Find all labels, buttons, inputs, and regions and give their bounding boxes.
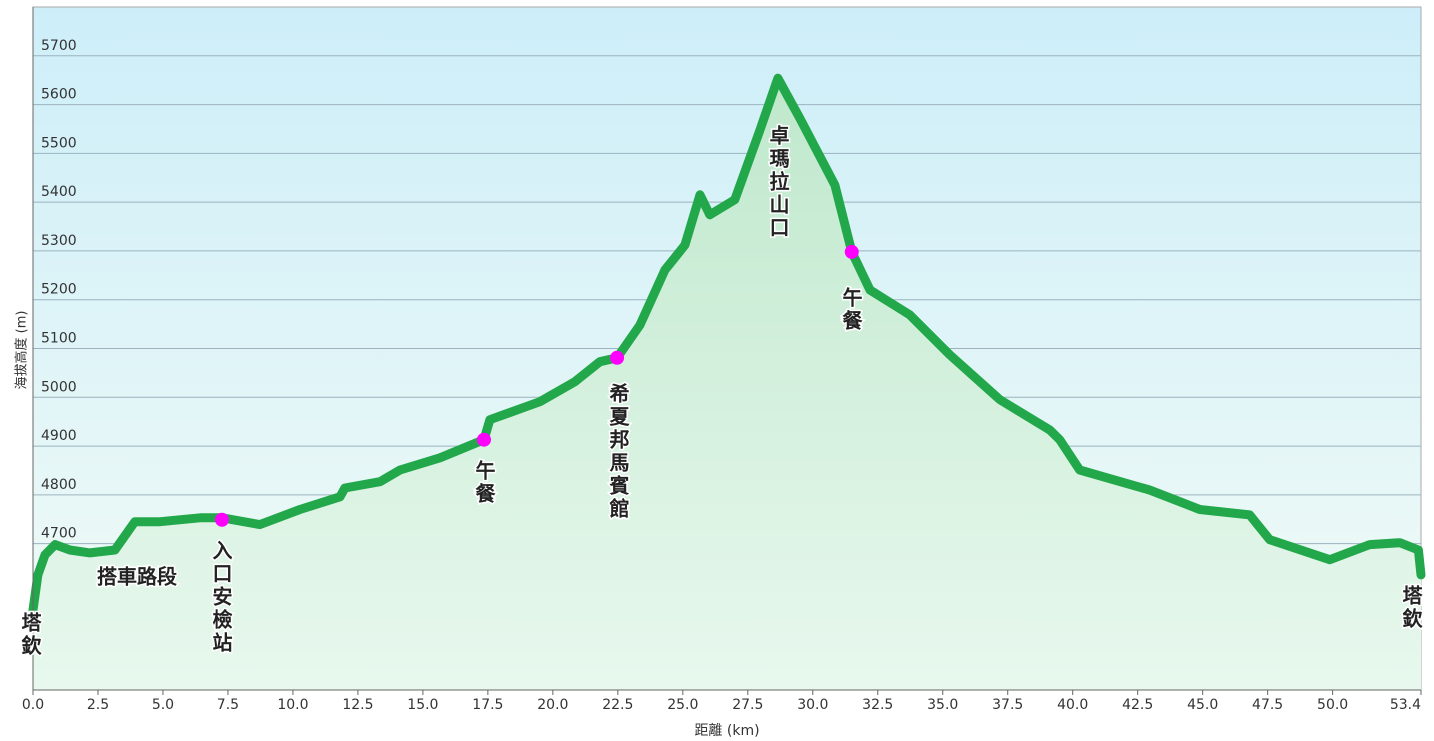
x-tick-label: 37.5	[992, 697, 1023, 713]
y-tick-label: 5200	[41, 282, 77, 298]
y-tick-label: 5100	[41, 331, 77, 347]
x-tick-label: 0.0	[22, 697, 44, 713]
annotation: 塔欽	[18, 612, 42, 658]
x-tick-label: 15.0	[407, 697, 438, 713]
annotation: 午餐	[472, 459, 496, 506]
annotation: 希夏邦馬賓館	[606, 382, 630, 521]
y-tick-label: 5000	[41, 379, 77, 395]
x-tick-label: 42.5	[1122, 697, 1153, 713]
x-tick-label: 25.0	[667, 697, 698, 713]
x-tick-label: 53.4	[1390, 697, 1421, 713]
y-axis-label: 海拔高度 (m)	[14, 311, 30, 390]
x-tick-label: 30.0	[797, 697, 828, 713]
waypoint-marker	[844, 244, 859, 259]
x-tick-label: 12.5	[342, 697, 373, 713]
y-tick-label: 5400	[41, 184, 77, 200]
x-tick-label: 7.5	[217, 697, 239, 713]
elevation-line	[28, 73, 1426, 615]
x-tick-label: 35.0	[927, 697, 958, 713]
waypoint-marker	[214, 512, 229, 527]
annotation: 卓瑪拉山口	[766, 124, 790, 240]
x-tick-label: 40.0	[1057, 697, 1088, 713]
x-tick-label: 32.5	[862, 697, 893, 713]
y-tick-label: 5600	[41, 87, 77, 103]
y-tick-label: 5500	[41, 135, 77, 151]
x-tick-label: 10.0	[277, 697, 308, 713]
annotation: 塔欽	[1399, 585, 1423, 631]
x-tick-label: 5.0	[152, 697, 174, 713]
annotation: 搭車路段	[97, 565, 177, 589]
x-tick-label: 50.0	[1317, 697, 1348, 713]
x-tick-label: 2.5	[87, 697, 109, 713]
x-tick-label: 17.5	[472, 697, 503, 713]
waypoint-marker	[476, 432, 491, 447]
y-tick-label: 4800	[41, 477, 77, 493]
area-fill	[33, 78, 1421, 690]
y-tick-label: 5300	[41, 233, 77, 249]
y-tick-label: 4900	[41, 428, 77, 444]
x-tick-label: 45.0	[1187, 697, 1218, 713]
y-tick-label: 4700	[41, 526, 77, 542]
annotation: 入口安檢站	[209, 540, 233, 655]
x-axis-label: 距離 (km)	[694, 722, 759, 739]
x-tick-label: 27.5	[732, 697, 763, 713]
x-tick-label: 22.5	[602, 697, 633, 713]
annotation: 午餐	[839, 286, 863, 333]
waypoint-marker	[610, 350, 625, 365]
x-tick-label: 20.0	[537, 697, 568, 713]
y-tick-label: 5700	[41, 38, 77, 54]
x-tick-label: 47.5	[1252, 697, 1283, 713]
